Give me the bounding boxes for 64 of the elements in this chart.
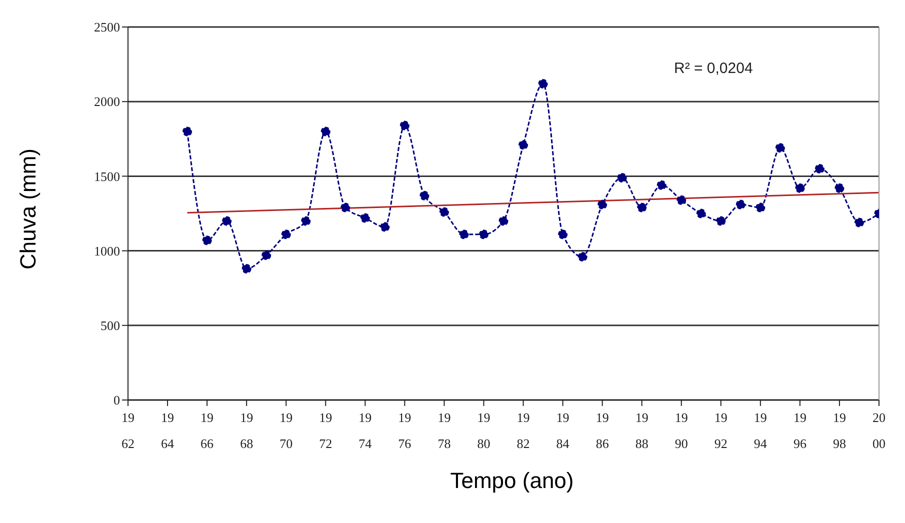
point	[834, 183, 844, 193]
point	[795, 183, 805, 193]
point	[459, 230, 469, 240]
point	[301, 216, 311, 226]
x-tick-label: 1962	[122, 410, 134, 451]
x-tick-label: 1984	[556, 410, 570, 451]
point	[478, 230, 488, 240]
point	[598, 200, 608, 210]
x-tick-label: 1998	[832, 410, 846, 451]
point	[676, 195, 686, 205]
point	[637, 202, 647, 212]
point	[182, 126, 192, 136]
point	[222, 216, 232, 226]
point	[656, 180, 666, 190]
annotation: R² = 0,0204	[674, 60, 753, 77]
point	[716, 216, 726, 226]
y-tick-label: 0	[114, 392, 120, 408]
x-tick-label: 1992	[714, 410, 728, 451]
x-tick-label: 1970	[280, 410, 293, 451]
x-tick-label: 1980	[477, 410, 490, 451]
y-tick-label: 2500	[94, 20, 120, 35]
point	[242, 264, 252, 274]
point	[814, 164, 824, 174]
point	[320, 126, 330, 136]
point	[756, 202, 766, 212]
x-tick-label: 1986	[596, 410, 610, 451]
point	[736, 200, 746, 210]
point	[262, 250, 272, 260]
x-tick-label: 1976	[398, 410, 412, 451]
y-tick-label: 1000	[94, 243, 120, 258]
point	[775, 143, 785, 153]
x-tick-label: 1966	[200, 410, 214, 451]
point	[518, 140, 528, 150]
point	[380, 222, 390, 232]
point	[400, 120, 410, 130]
point	[854, 218, 864, 228]
x-tick-label: 1994	[754, 410, 768, 451]
point	[498, 216, 508, 226]
x-tick-label: 1972	[319, 410, 332, 451]
y-tick-label: 2000	[94, 94, 120, 110]
point	[439, 207, 449, 217]
x-tick-label: 1990	[674, 410, 688, 451]
point	[420, 190, 430, 200]
point	[202, 236, 212, 246]
point	[360, 213, 370, 223]
point	[696, 208, 706, 218]
point	[340, 202, 350, 212]
point	[617, 172, 627, 182]
x-tick-label: 2000	[872, 410, 886, 451]
point	[281, 230, 291, 240]
point	[558, 230, 568, 240]
y-tick-label: 1500	[94, 168, 120, 184]
x-tick-label: 1996	[793, 410, 807, 451]
x-tick-label: 1978	[438, 410, 451, 451]
x-tick-label: 1964	[161, 410, 175, 451]
point	[538, 78, 548, 88]
x-tick-label: 1968	[240, 410, 254, 451]
y-tick-label: 500	[100, 318, 120, 334]
x-tick-label: 1974	[358, 410, 372, 451]
x-tick-label: 1988	[635, 410, 648, 451]
x-axis-title: Tempo (ano)	[449, 468, 575, 494]
point	[578, 252, 588, 262]
x-tick-label: 1982	[516, 410, 530, 451]
y-axis-title: Chuva (mm)	[15, 148, 41, 270]
